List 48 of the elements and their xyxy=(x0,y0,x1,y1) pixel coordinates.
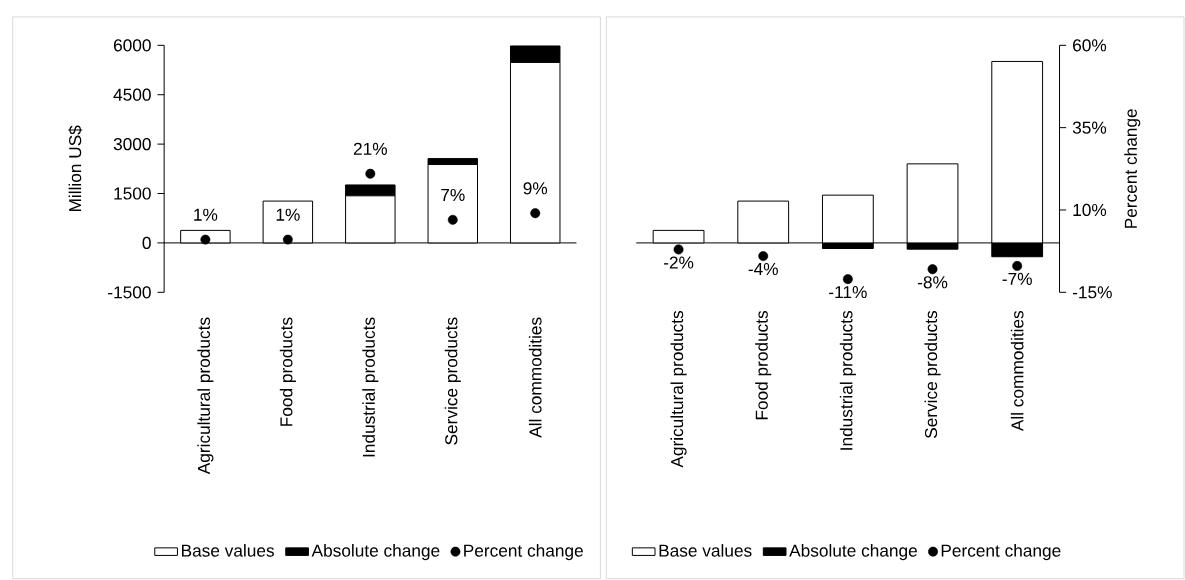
point xyxy=(530,208,541,219)
point xyxy=(447,215,458,225)
y-tick-label: 3000 xyxy=(113,138,151,151)
y2-tick-label: 60% xyxy=(1073,39,1107,52)
legend-label: Absolute change xyxy=(311,544,440,561)
legend-label: Base values xyxy=(182,544,274,557)
y2-tick-label: -15% xyxy=(1072,286,1112,299)
y-tick-label: 0 xyxy=(142,236,151,250)
y-tick-label: 4500 xyxy=(113,88,151,101)
x-tick-label: Industrial products xyxy=(362,317,379,457)
data-label: -7% xyxy=(1002,273,1032,286)
x-tick-label: Agricultural products xyxy=(197,317,214,475)
x-tick-label: All commodities xyxy=(528,317,542,438)
x-tick-label: Service products xyxy=(444,317,461,445)
y-tick-label: 6000 xyxy=(113,39,151,52)
data-label: -2% xyxy=(663,256,694,269)
y-tick-label: -1500 xyxy=(108,286,151,299)
point xyxy=(673,244,684,255)
point xyxy=(758,251,769,262)
data-label: -8% xyxy=(917,276,948,289)
data-label: 21% xyxy=(353,142,387,156)
point xyxy=(200,234,211,245)
point xyxy=(927,264,938,275)
x-tick-label: Service products xyxy=(924,311,941,439)
data-label: 1% xyxy=(276,208,300,221)
point xyxy=(842,274,853,285)
data-label: 7% xyxy=(441,189,465,202)
y-axis-title: Million US$ xyxy=(68,125,83,212)
point xyxy=(365,169,376,179)
x-tick-label: Food products xyxy=(279,317,296,427)
data-label: 1% xyxy=(194,208,218,221)
legend-label: Absolute change xyxy=(789,544,917,561)
x-tick-label: Food products xyxy=(755,311,772,420)
legend-label: Base values xyxy=(659,544,752,557)
legend-label: Percent change xyxy=(464,544,583,561)
point xyxy=(282,234,293,245)
x-tick-label: Industrial products xyxy=(839,311,856,450)
y2-tick-label: 35% xyxy=(1072,121,1107,134)
y2-axis-title: Percent change xyxy=(1124,109,1141,229)
point xyxy=(1012,261,1023,272)
x-tick-label: All commodities xyxy=(1010,311,1024,432)
x-tick-label: Agricultural products xyxy=(670,311,687,468)
data-label: 9% xyxy=(523,182,548,195)
y2-tick-label: 10% xyxy=(1073,204,1107,217)
data-label: -11% xyxy=(829,286,867,299)
legend-label: Percent change xyxy=(941,544,1061,561)
data-label: -4% xyxy=(748,263,778,276)
y-tick-label: 1500 xyxy=(114,187,151,200)
